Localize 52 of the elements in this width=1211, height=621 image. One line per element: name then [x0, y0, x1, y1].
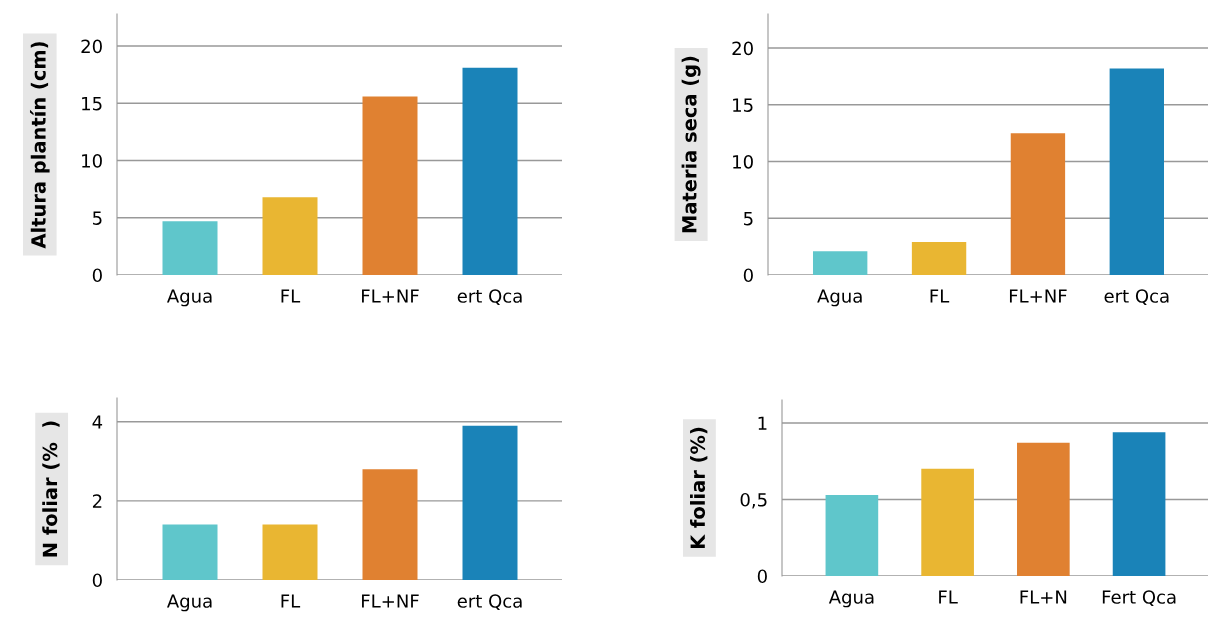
bar [911, 242, 967, 275]
y-tick-label: 0 [92, 573, 102, 588]
y-tick-label: 10 [82, 153, 102, 168]
y-axis-title: K foliar (%) [690, 427, 708, 549]
x-tick-label: ert Qca [457, 289, 522, 305]
bar [1010, 133, 1066, 275]
x-tick-label: ert Qca [1104, 289, 1169, 305]
y-tick-label: 4 [92, 415, 103, 429]
bar [162, 524, 218, 580]
bar [1112, 432, 1166, 576]
bar [262, 524, 318, 580]
bar [825, 494, 879, 576]
x-tick-label: ert Qca [457, 594, 522, 610]
x-tick-label: Agua [166, 289, 212, 307]
x-tick-label: Agua [828, 590, 874, 608]
x-tick-label: Agua [166, 594, 212, 612]
bar [162, 221, 218, 275]
x-tick-label: FL [939, 590, 958, 604]
y-tick-label: 15 [82, 96, 102, 111]
x-tick-label: Fert Qca [1102, 590, 1176, 606]
y-tick-label: 10 [733, 154, 753, 169]
x-tick-label: FL+NF [362, 594, 419, 608]
x-tick-label: FL [281, 289, 301, 303]
bar [262, 197, 318, 275]
y-tick-label: 5 [93, 211, 102, 225]
y-tick-label: 1 [758, 416, 767, 430]
y-tick-label: 20 [732, 41, 753, 56]
x-tick-label: Agua [817, 289, 862, 307]
y-tick-label: 0,5 [740, 492, 767, 509]
bar [462, 425, 518, 580]
bar [362, 96, 418, 275]
y-tick-label: 15 [733, 98, 753, 112]
y-axis-title: N foliar (% ) [42, 421, 60, 557]
y-tick-label: 5 [744, 211, 753, 226]
x-tick-label: FL+N [1020, 590, 1067, 604]
y-tick-label: 0 [743, 268, 753, 283]
x-tick-label: FL+NF [362, 289, 419, 303]
y-axis-title: Materia seca (g) [681, 56, 701, 233]
y-tick-label: 2 [92, 494, 102, 508]
bar [812, 251, 868, 275]
y-tick-label: 20 [81, 39, 102, 54]
x-tick-label: FL [281, 594, 301, 608]
y-tick-label: 0 [757, 569, 767, 584]
bar [921, 468, 974, 576]
bar [362, 469, 418, 580]
bar [462, 67, 518, 275]
x-tick-label: FL+NF [1009, 289, 1067, 303]
y-tick-label: 0 [92, 268, 102, 283]
bar [1109, 68, 1164, 275]
x-tick-label: FL [930, 289, 950, 303]
y-axis-title: Altura plantín (cm) [29, 42, 50, 249]
bar [1017, 442, 1070, 576]
